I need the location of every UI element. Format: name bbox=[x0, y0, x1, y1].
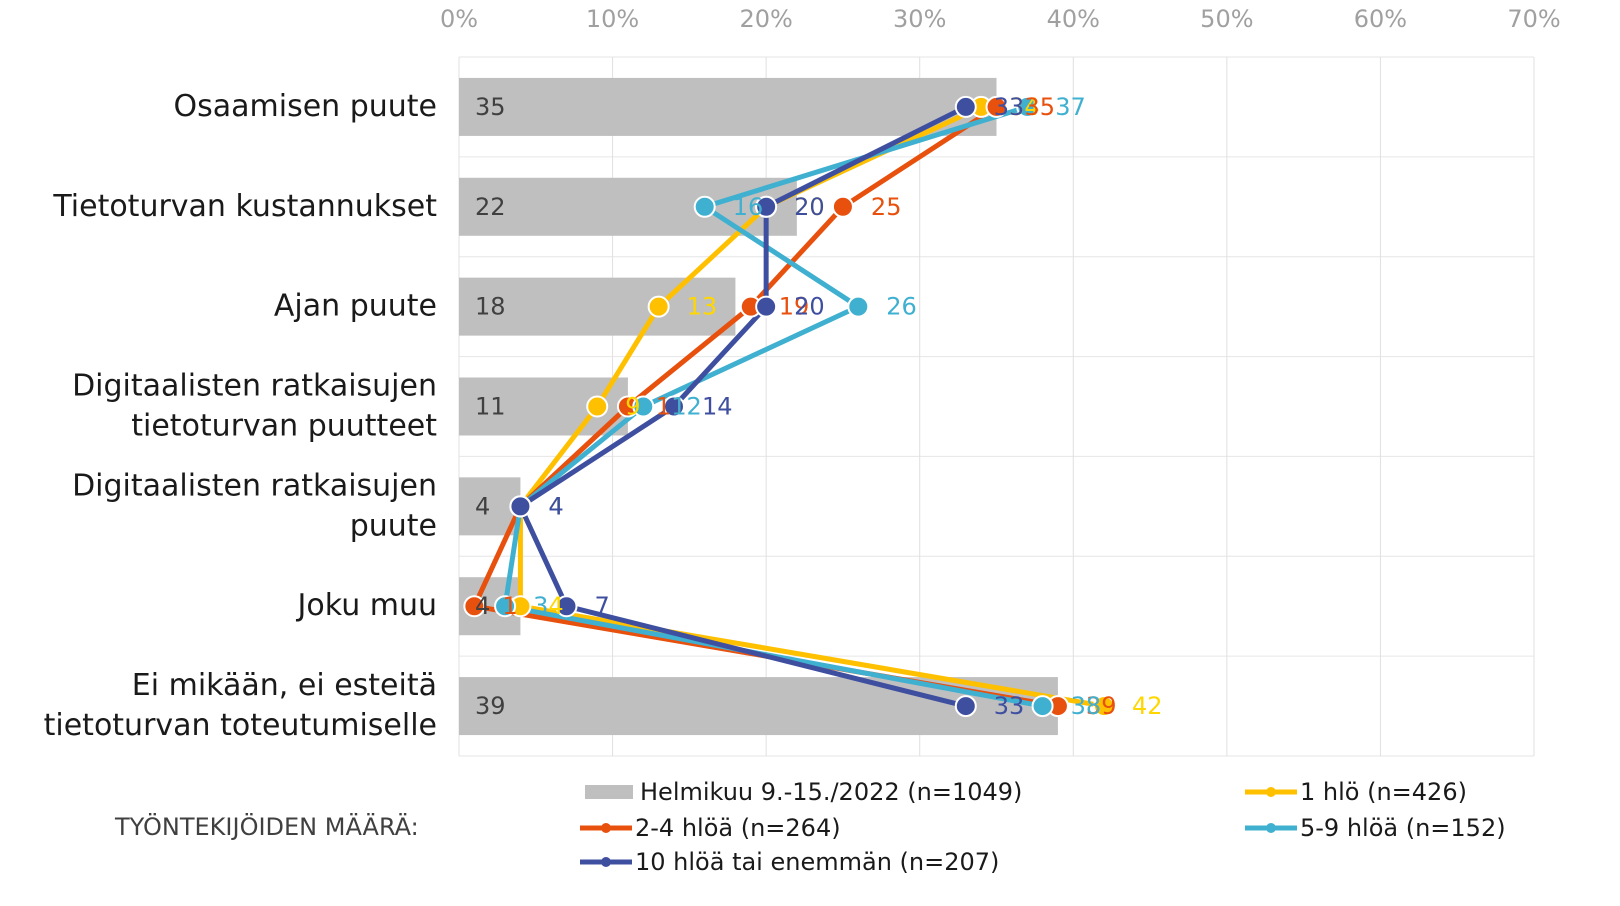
data-label: 3 bbox=[533, 592, 548, 620]
category-label: Tietoturvan kustannukset bbox=[52, 188, 437, 223]
data-label: 35 bbox=[1025, 93, 1056, 121]
legend-title: TYÖNTEKIJÖIDEN MÄÄRÄ: bbox=[114, 812, 419, 841]
data-label: 25 bbox=[871, 193, 902, 221]
marker bbox=[954, 695, 977, 718]
bar bbox=[459, 177, 797, 236]
legend-swatch bbox=[601, 857, 611, 867]
data-label: 18 bbox=[475, 293, 506, 321]
category-label: Ei mikään, ei esteitä tietoturvan toteutu… bbox=[44, 668, 437, 743]
data-label: 11 bbox=[475, 393, 506, 421]
data-label: 22 bbox=[475, 193, 506, 221]
data-label: 37 bbox=[1055, 93, 1086, 121]
legend-swatch bbox=[1266, 787, 1276, 797]
legend-label: 10 hlöä tai enemmän (n=207) bbox=[635, 848, 999, 876]
marker bbox=[494, 595, 517, 618]
marker bbox=[954, 95, 977, 118]
marker bbox=[647, 295, 670, 318]
data-label: 4 bbox=[548, 492, 563, 520]
data-label: 1 bbox=[502, 592, 517, 620]
marker bbox=[509, 495, 532, 518]
marker bbox=[1093, 695, 1115, 718]
data-label: 35 bbox=[475, 93, 506, 121]
data-label: 20 bbox=[794, 293, 825, 321]
category-label: Joku muu bbox=[296, 588, 437, 623]
legend-label: 5-9 hlöä (n=152) bbox=[1300, 814, 1506, 842]
data-label: 39 bbox=[475, 692, 506, 720]
data-label: 34 bbox=[1009, 93, 1040, 121]
marker bbox=[985, 95, 1008, 118]
marker bbox=[1016, 95, 1039, 118]
category-line: Tietoturvan kustannukset bbox=[52, 188, 437, 223]
data-label: 12 bbox=[671, 393, 702, 421]
x-tick-label: 40% bbox=[1047, 5, 1100, 33]
data-label: 39 bbox=[1086, 692, 1117, 720]
data-label: 42 bbox=[1132, 692, 1163, 720]
category-line: tietoturvan puutteet bbox=[131, 408, 437, 443]
x-tick-label: 20% bbox=[739, 5, 792, 33]
category-line: Osaamisen puute bbox=[174, 88, 438, 123]
category-label: Digitaalisten ratkaisujen puute bbox=[72, 468, 437, 543]
data-label: 33 bbox=[994, 692, 1025, 720]
category-line: Ei mikään, ei esteitä bbox=[132, 668, 437, 703]
bar bbox=[459, 77, 997, 136]
legend-label: Helmikuu 9.-15./2022 (n=1049) bbox=[640, 778, 1022, 806]
legend-swatch bbox=[1266, 823, 1276, 833]
data-label: 9 bbox=[625, 393, 640, 421]
x-tick-label: 0% bbox=[440, 5, 478, 33]
category-label: Osaamisen puute bbox=[174, 88, 438, 123]
data-label: 7 bbox=[595, 592, 610, 620]
data-label: 20 bbox=[794, 193, 825, 221]
marker bbox=[663, 395, 685, 418]
x-tick-label: 70% bbox=[1507, 5, 1560, 33]
legend-swatch bbox=[601, 823, 611, 833]
category-line: puute bbox=[350, 508, 437, 543]
x-tick-label: 50% bbox=[1200, 5, 1253, 33]
marker bbox=[1031, 695, 1054, 718]
legend-label: 1 hlö (n=426) bbox=[1300, 778, 1467, 806]
category-label: Digitaalisten ratkaisujen tietoturvan puu… bbox=[72, 368, 437, 443]
marker bbox=[586, 395, 609, 418]
category-line: Digitaalisten ratkaisujen bbox=[72, 368, 437, 403]
category-line: tietoturvan toteutumiselle bbox=[44, 708, 437, 743]
bar bbox=[459, 277, 736, 336]
data-label: 26 bbox=[886, 293, 917, 321]
legend-label: 2-4 hlöä (n=264) bbox=[635, 814, 841, 842]
data-label: 33 bbox=[994, 93, 1025, 121]
data-label: 4 bbox=[548, 492, 563, 520]
x-tick-label: 60% bbox=[1354, 5, 1407, 33]
category-line: Digitaalisten ratkaisujen bbox=[72, 468, 437, 503]
x-tick-label: 10% bbox=[586, 5, 639, 33]
category-line: Ajan puute bbox=[274, 288, 437, 323]
marker bbox=[693, 195, 716, 218]
data-label: 11 bbox=[656, 393, 687, 421]
data-label: 4 bbox=[475, 492, 490, 520]
category-line: Joku muu bbox=[296, 588, 437, 623]
marker bbox=[831, 195, 854, 218]
data-label: 13 bbox=[687, 293, 718, 321]
data-label: 19 bbox=[779, 293, 810, 321]
data-label: 4 bbox=[475, 592, 490, 620]
marker bbox=[463, 595, 486, 618]
data-label: 4 bbox=[548, 492, 563, 520]
marker bbox=[755, 295, 778, 318]
data-label: 14 bbox=[702, 393, 733, 421]
x-tick-label: 30% bbox=[893, 5, 946, 33]
data-label: 38 bbox=[1071, 692, 1102, 720]
marker bbox=[755, 195, 778, 218]
marker bbox=[555, 595, 578, 618]
marker bbox=[847, 295, 870, 318]
category-label: Ajan puute bbox=[274, 288, 437, 323]
data-label: 4 bbox=[548, 492, 563, 520]
data-label: 16 bbox=[733, 193, 764, 221]
data-label: 20 bbox=[794, 193, 825, 221]
marker bbox=[632, 395, 655, 418]
data-label: 4 bbox=[548, 592, 563, 620]
legend-swatch bbox=[585, 785, 633, 799]
